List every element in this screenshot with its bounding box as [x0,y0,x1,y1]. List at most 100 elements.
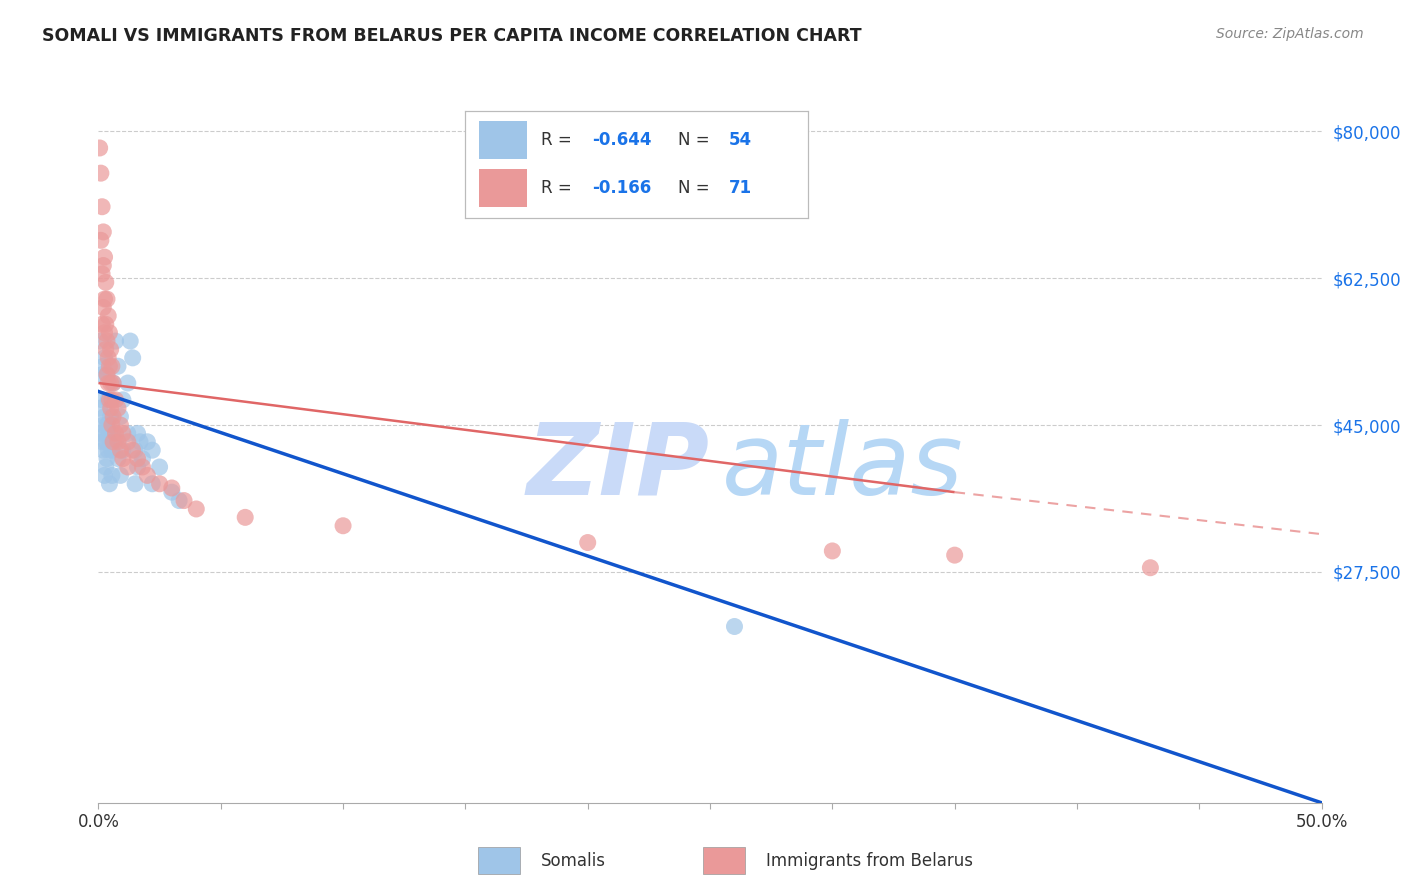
Point [91,200,114,214]
Point [97,351,120,365]
Point [110,468,132,483]
Point [91,267,114,281]
Point [91,259,114,273]
Point [117,376,139,390]
Point [141,443,163,458]
Point [96,417,118,432]
Point [93,292,115,306]
Point [101,443,124,458]
Point [91,392,114,407]
Point [101,434,124,449]
Point [94,460,117,475]
Point [233,510,256,524]
Text: Immigrants from Belarus: Immigrants from Belarus [766,852,973,870]
Point [160,485,183,500]
Point [131,460,153,475]
Point [136,468,159,483]
Point [111,451,134,466]
Text: Source: ZipAtlas.com: Source: ZipAtlas.com [1216,27,1364,41]
Point [131,451,153,466]
Point [943,548,966,562]
Point [96,451,118,466]
Point [100,409,122,424]
Point [96,368,118,382]
Point [100,434,122,449]
Point [186,502,208,516]
Point [101,359,124,374]
Point [96,334,118,348]
Point [101,468,124,483]
FancyBboxPatch shape [478,847,520,874]
Point [121,443,143,458]
Point [576,535,599,549]
Point [104,434,127,449]
Point [91,301,114,315]
Point [91,434,114,449]
Point [124,476,146,491]
Point [127,451,149,466]
Text: atlas: atlas [723,419,965,516]
Point [91,359,114,374]
Point [91,443,114,458]
Text: SOMALI VS IMMIGRANTS FROM BELARUS PER CAPITA INCOME CORRELATION CHART: SOMALI VS IMMIGRANTS FROM BELARUS PER CA… [42,27,862,45]
Point [93,351,115,365]
Point [723,619,745,633]
Point [101,409,124,424]
Point [94,434,117,449]
Point [117,426,139,441]
Point [111,443,134,458]
Point [100,376,122,390]
Point [104,334,127,348]
Point [117,434,139,449]
Point [167,493,190,508]
Point [127,426,149,441]
Point [90,166,112,180]
Point [101,417,124,432]
Point [821,544,844,558]
Point [93,326,115,340]
Point [91,417,114,432]
Point [91,368,114,382]
Point [136,434,159,449]
Point [89,141,111,155]
Point [110,409,132,424]
Point [96,368,118,382]
Point [101,376,124,390]
Point [117,460,139,475]
Point [160,481,183,495]
Point [107,359,129,374]
Point [97,417,120,432]
Text: ZIP: ZIP [527,419,710,516]
Point [107,401,129,416]
Point [101,426,124,441]
Point [97,309,120,323]
Point [93,468,115,483]
Point [107,434,129,449]
Point [96,292,118,306]
Point [107,451,129,466]
Point [98,426,121,441]
Point [90,233,112,247]
Point [111,392,134,407]
Text: Somalis: Somalis [541,852,606,870]
Point [121,351,143,365]
Point [120,334,142,348]
Point [98,392,121,407]
Point [94,343,117,357]
Point [90,426,112,441]
Point [94,426,117,441]
Point [149,476,172,491]
Point [104,392,127,407]
Point [110,443,132,458]
Point [91,318,114,332]
Point [97,376,120,390]
Point [98,326,121,340]
FancyBboxPatch shape [703,847,745,874]
Point [91,225,114,239]
Point [90,334,112,348]
Y-axis label: Per Capita Income: Per Capita Income [0,376,7,516]
Point [149,460,172,475]
Point [100,343,122,357]
Point [101,376,124,390]
Point [98,359,121,374]
